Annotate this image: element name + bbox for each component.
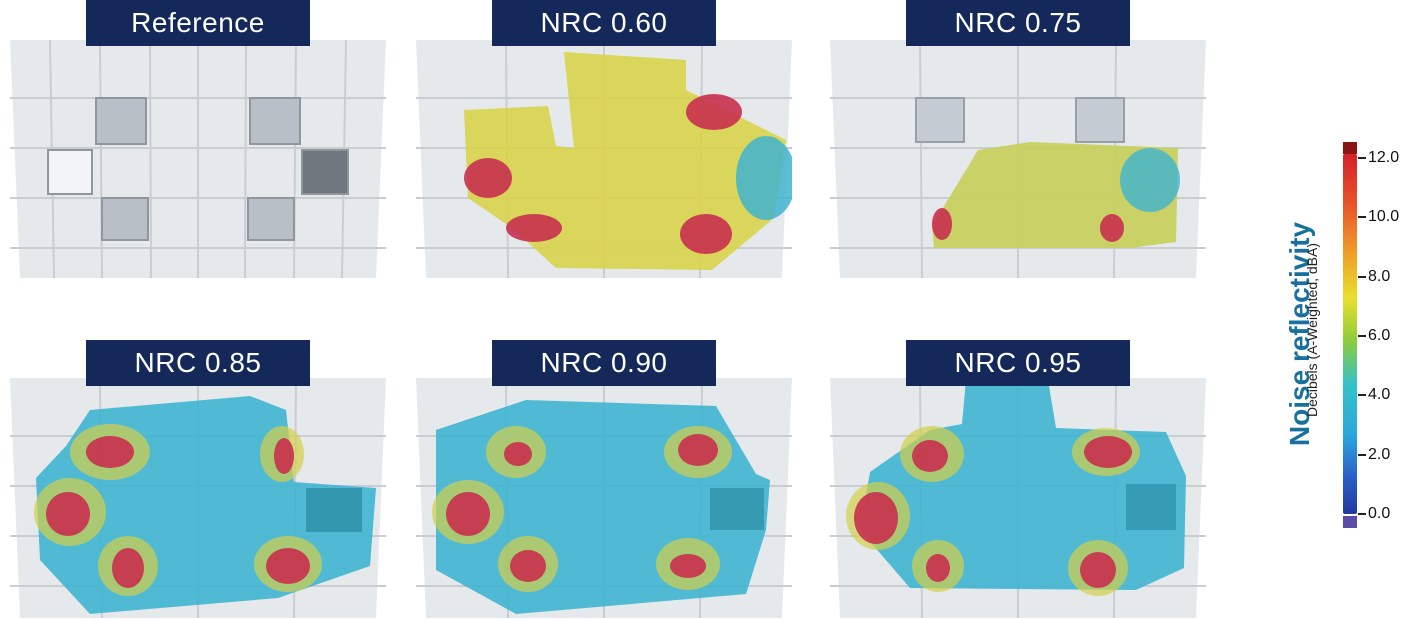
panel-label-nrc-085: NRC 0.85 — [86, 340, 310, 386]
legend-tick-label: 4.0 — [1368, 386, 1391, 404]
legend-tick-label: 2.0 — [1368, 445, 1391, 463]
legend-tick — [1358, 216, 1366, 219]
legend-subtitle: Decibels (A-Weighted, dBA) — [1304, 242, 1320, 418]
color-legend: Noise reflectivity Decibels (A-Weighted,… — [1250, 140, 1420, 540]
heatmap-nrc-085 — [10, 377, 386, 618]
panel-label-nrc-090: NRC 0.90 — [492, 340, 716, 386]
panel-label-nrc-060: NRC 0.60 — [492, 0, 716, 46]
legend-tick-label: 0.0 — [1368, 505, 1391, 522]
legend-tick-label: 10.0 — [1368, 208, 1400, 226]
panel-nrc-085: NRC 0.85 — [10, 340, 386, 618]
legend-tick — [1358, 335, 1366, 337]
legend-color-bar — [1343, 154, 1357, 514]
heatmap-nrc-090 — [416, 377, 792, 618]
panel-label-nrc-075: NRC 0.75 — [906, 0, 1130, 46]
legend-tick-label: 6.0 — [1368, 327, 1391, 344]
heatmap-nrc-095 — [830, 377, 1206, 618]
legend-tick — [1358, 275, 1366, 278]
panel-nrc-095: NRC 0.95 — [830, 340, 1206, 618]
panel-nrc-060: NRC 0.60 — [416, 0, 792, 278]
panel-label-reference: Reference — [86, 0, 310, 46]
heatmap-nrc-075 — [830, 39, 1206, 278]
panel-nrc-090: NRC 0.90 — [416, 340, 792, 618]
legend-max-cap — [1343, 142, 1357, 154]
panel-nrc-075: NRC 0.75 — [830, 0, 1206, 278]
ceiling-image-reference — [10, 39, 386, 278]
legend-tick — [1358, 394, 1366, 397]
legend-tick — [1358, 157, 1366, 159]
legend-tick — [1358, 513, 1366, 515]
panel-label-nrc-095: NRC 0.95 — [906, 340, 1130, 386]
legend-tick-label: 12.0 — [1368, 149, 1400, 166]
legend-tick-label: 8.0 — [1368, 267, 1391, 285]
legend-tick — [1358, 453, 1366, 456]
panel-reference: Reference — [10, 0, 386, 278]
heatmap-nrc-060 — [416, 39, 792, 278]
legend-min-cap — [1343, 516, 1357, 528]
